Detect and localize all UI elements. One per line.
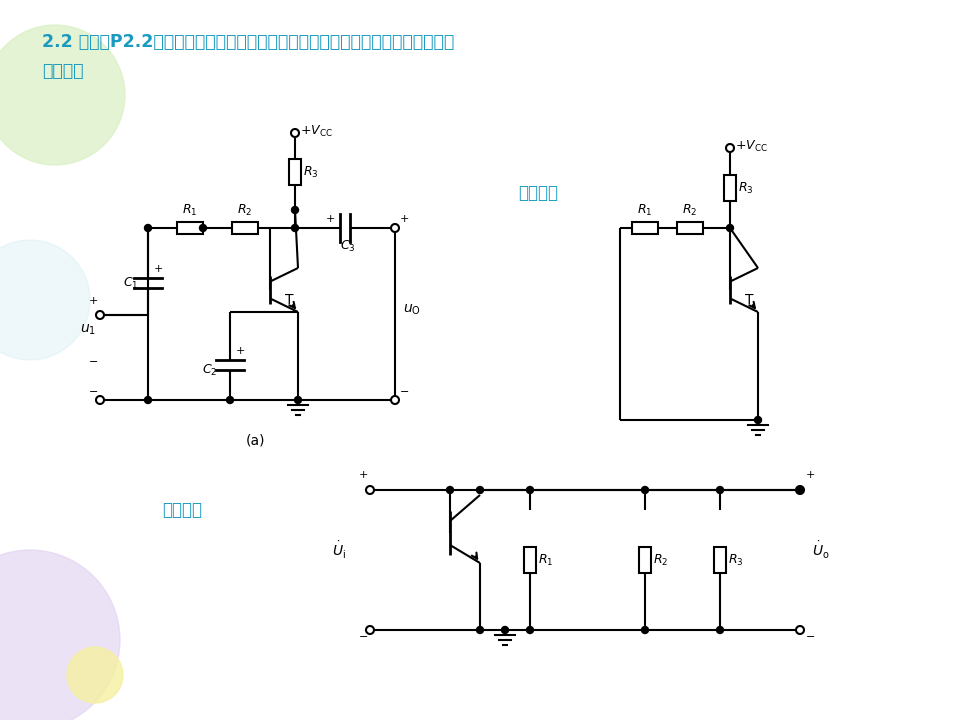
Text: $+$: $+$ <box>88 294 98 305</box>
Circle shape <box>391 224 399 232</box>
Text: $+$: $+$ <box>805 469 815 480</box>
Text: $+V_{\rm CC}$: $+V_{\rm CC}$ <box>300 123 333 138</box>
Circle shape <box>366 486 374 494</box>
Text: $R_1$: $R_1$ <box>182 202 198 217</box>
Bar <box>724 175 736 201</box>
Bar <box>639 547 651 573</box>
Circle shape <box>96 396 104 404</box>
Circle shape <box>446 487 453 493</box>
Text: $+$: $+$ <box>153 263 163 274</box>
Circle shape <box>145 397 152 403</box>
Text: $+$: $+$ <box>235 344 245 356</box>
Circle shape <box>476 487 484 493</box>
Text: 2.2 画出图P2.2所示各电路的直流通路和交流通路。设所有电容对交流信号均可视: 2.2 画出图P2.2所示各电路的直流通路和交流通路。设所有电容对交流信号均可视 <box>42 33 454 51</box>
Text: $R_1$: $R_1$ <box>637 202 653 217</box>
Bar <box>524 547 536 573</box>
Text: $+$: $+$ <box>399 212 409 223</box>
Circle shape <box>67 647 123 703</box>
Bar <box>289 159 301 185</box>
Circle shape <box>526 626 534 634</box>
Circle shape <box>200 225 206 232</box>
Circle shape <box>501 626 509 634</box>
Bar <box>714 547 726 573</box>
Text: $C_1$: $C_1$ <box>123 276 138 291</box>
Text: 交流通路: 交流通路 <box>162 501 202 519</box>
Circle shape <box>292 225 299 232</box>
Circle shape <box>726 144 734 152</box>
Text: $u_1$: $u_1$ <box>80 323 96 337</box>
Text: (a): (a) <box>245 433 265 447</box>
Text: 直流通路: 直流通路 <box>518 184 558 202</box>
Text: $-$: $-$ <box>358 630 368 640</box>
Circle shape <box>797 487 804 493</box>
Circle shape <box>526 487 534 493</box>
Circle shape <box>727 225 733 232</box>
Circle shape <box>227 397 233 403</box>
Circle shape <box>796 626 804 634</box>
Text: $-$: $-$ <box>805 630 815 640</box>
Text: $R_1$: $R_1$ <box>538 552 553 567</box>
Text: 为短路。: 为短路。 <box>42 62 84 80</box>
Circle shape <box>0 550 120 720</box>
Text: $R_2$: $R_2$ <box>682 202 697 217</box>
Circle shape <box>716 626 724 634</box>
Text: $R_2$: $R_2$ <box>653 552 668 567</box>
Circle shape <box>641 626 649 634</box>
Bar <box>232 222 258 234</box>
Text: $-$: $-$ <box>399 385 409 395</box>
Text: $R_3$: $R_3$ <box>738 181 754 196</box>
Text: $+$: $+$ <box>325 212 335 223</box>
Bar <box>677 222 703 234</box>
Circle shape <box>641 487 649 493</box>
Circle shape <box>96 311 104 319</box>
Circle shape <box>391 396 399 404</box>
Circle shape <box>476 626 484 634</box>
Circle shape <box>291 129 299 137</box>
Text: $-$: $-$ <box>88 355 98 365</box>
Bar <box>177 222 203 234</box>
Circle shape <box>0 25 125 165</box>
Circle shape <box>796 486 804 494</box>
Text: $\dot{U}_{\rm i}$: $\dot{U}_{\rm i}$ <box>332 539 347 561</box>
Bar <box>632 222 658 234</box>
Circle shape <box>716 487 724 493</box>
Circle shape <box>145 225 152 232</box>
Text: $\dot{U}_{\rm o}$: $\dot{U}_{\rm o}$ <box>812 539 829 561</box>
Text: $C_3$: $C_3$ <box>340 238 355 253</box>
Text: T: T <box>285 293 294 307</box>
Text: $u_{\rm O}$: $u_{\rm O}$ <box>403 303 420 318</box>
Text: $R_2$: $R_2$ <box>237 202 252 217</box>
Text: T: T <box>745 293 754 307</box>
Circle shape <box>292 207 299 214</box>
Text: $+$: $+$ <box>358 469 368 480</box>
Text: $+V_{\rm CC}$: $+V_{\rm CC}$ <box>735 138 768 153</box>
Circle shape <box>295 397 301 403</box>
Circle shape <box>366 626 374 634</box>
Text: $-$: $-$ <box>88 385 98 395</box>
Circle shape <box>755 416 761 423</box>
Text: $C_2$: $C_2$ <box>202 362 217 377</box>
Text: $R_3$: $R_3$ <box>728 552 744 567</box>
Circle shape <box>0 240 90 360</box>
Text: $R_3$: $R_3$ <box>303 164 319 179</box>
